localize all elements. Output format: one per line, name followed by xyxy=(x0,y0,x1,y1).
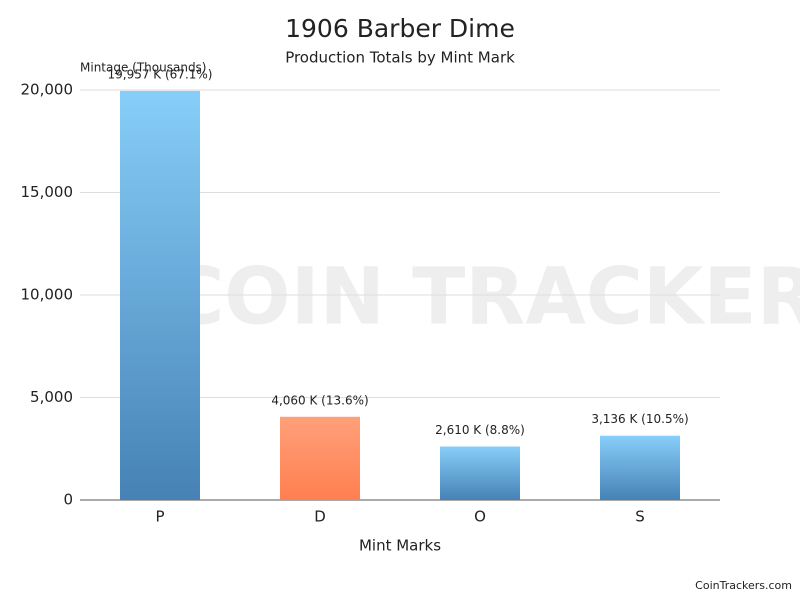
y-tick-label: 10,000 xyxy=(21,286,74,304)
x-tick-label: P xyxy=(155,508,164,526)
data-label: 4,060 K (13.6%) xyxy=(271,393,368,407)
watermark: COIN TRACKERS xyxy=(167,252,800,342)
data-label: 3,136 K (10.5%) xyxy=(591,412,688,426)
x-tick-label: D xyxy=(314,508,326,526)
y-tick-label: 15,000 xyxy=(21,183,74,201)
data-label: 2,610 K (8.8%) xyxy=(435,423,525,437)
chart-title: 1906 Barber Dime xyxy=(285,14,515,43)
y-tick-label: 5,000 xyxy=(30,388,73,406)
bar xyxy=(440,446,520,500)
chart-subtitle: Production Totals by Mint Mark xyxy=(285,49,515,67)
bar xyxy=(120,91,200,500)
x-tick-label: O xyxy=(474,508,486,526)
bar xyxy=(600,436,680,500)
y-tick-label: 0 xyxy=(63,491,73,509)
y-tick-label: 20,000 xyxy=(21,81,74,99)
credit: CoinTrackers.com xyxy=(695,579,792,592)
x-tick-label: S xyxy=(635,508,645,526)
x-axis-label: Mint Marks xyxy=(359,537,441,555)
bar xyxy=(280,417,360,500)
data-label: 19,957 K (67.1%) xyxy=(108,67,213,81)
